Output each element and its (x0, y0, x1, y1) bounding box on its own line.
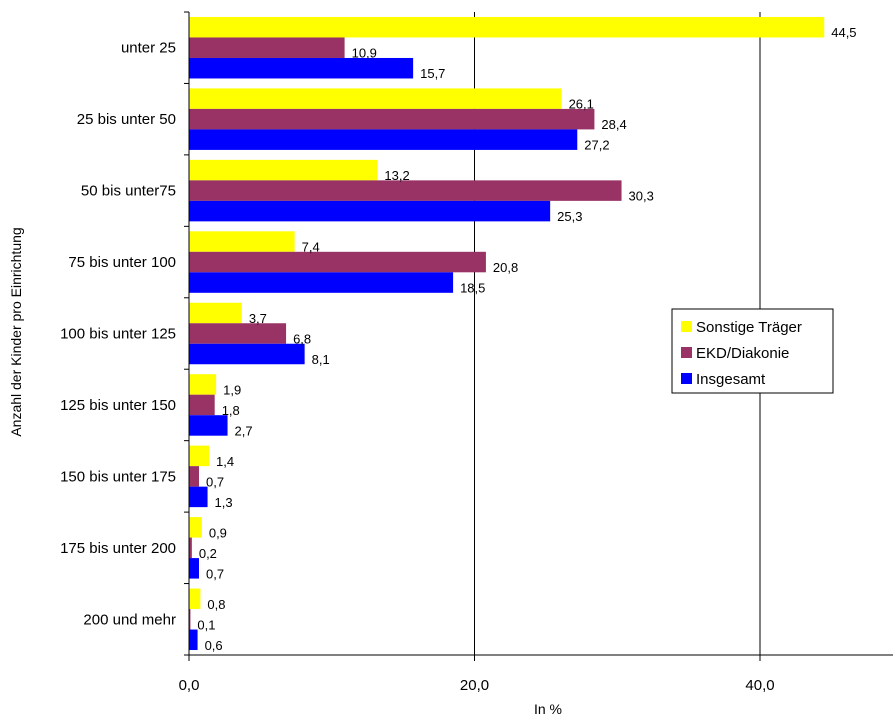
x-tick-labels: 0,0 20,0 40,0 (179, 677, 775, 694)
x-tick-label: 40,0 (745, 677, 774, 694)
bar (189, 200, 551, 222)
data-label: 8,1 (312, 352, 330, 367)
bar (189, 302, 242, 324)
bar (189, 129, 578, 150)
x-tick-label: 20,0 (460, 677, 489, 694)
bar (189, 609, 191, 630)
bar (189, 629, 198, 651)
bar (189, 180, 622, 201)
data-label: 6,8 (293, 332, 311, 347)
x-tick-label: 0,0 (179, 677, 200, 694)
data-label: 0,6 (205, 638, 223, 653)
bar (189, 588, 201, 610)
bar (189, 272, 454, 293)
data-label: 15,7 (420, 66, 445, 81)
bar (189, 88, 562, 109)
data-label: 30,3 (629, 189, 654, 204)
data-label: 28,4 (601, 117, 626, 132)
legend-label: Insgesamt (696, 371, 766, 388)
legend-label: EKD/Diakonie (696, 345, 789, 362)
data-label: 1,8 (222, 403, 240, 418)
bar (189, 343, 305, 365)
data-label: 13,2 (384, 168, 409, 183)
data-label: 0,1 (197, 617, 215, 632)
bar (189, 57, 414, 79)
legend-swatch (681, 347, 692, 358)
data-label: 44,5 (831, 25, 856, 40)
legend-swatch (681, 373, 692, 384)
data-label: 0,7 (206, 566, 224, 581)
y-tick-label: 125 bis unter 150 (60, 397, 176, 414)
legend-label: Sonstige Träger (696, 319, 802, 336)
bar (189, 374, 217, 395)
data-label: 7,4 (302, 240, 320, 255)
bar (189, 323, 287, 344)
y-tick-label: 175 bis unter 200 (60, 540, 176, 557)
y-tick-label: 25 bis unter 50 (77, 111, 176, 128)
bar (189, 517, 202, 538)
axes (184, 11, 893, 661)
bar (189, 231, 295, 252)
bar (189, 394, 215, 416)
data-label: 1,4 (216, 454, 234, 469)
data-label: 26,1 (569, 97, 594, 112)
data-label: 0,7 (206, 474, 224, 489)
y-tick-label: unter 25 (121, 40, 176, 57)
data-label: 25,3 (557, 209, 582, 224)
data-label: 27,2 (584, 138, 609, 153)
data-label: 10,9 (352, 46, 377, 61)
y-tick-labels: unter 25 25 bis unter 50 50 bis unter75 75 … (60, 40, 176, 629)
bar (189, 37, 345, 58)
y-tick-label: 100 bis unter 125 (60, 326, 176, 343)
bar (189, 558, 199, 579)
legend-box (671, 308, 834, 394)
data-label: 0,2 (199, 546, 217, 561)
y-tick-label: 150 bis unter 175 (60, 468, 176, 485)
bar (189, 415, 228, 436)
y-tick-label: 75 bis unter 100 (68, 254, 176, 271)
data-labels: 44,5 10,9 15,7 26,1 28,4 27,2 13,2 30,3 25,3 7,4 2… (197, 25, 856, 653)
data-label: 20,8 (493, 260, 518, 275)
data-label: 0,9 (209, 525, 227, 540)
bar (189, 108, 595, 130)
bars-group (189, 16, 825, 651)
bar (189, 537, 192, 559)
data-label: 3,7 (249, 311, 267, 326)
bar (189, 466, 199, 487)
data-label: 1,9 (223, 382, 241, 397)
y-axis-title: Anzahl der Kinder pro Einrichtung (8, 227, 24, 436)
y-tick-label: 200 und mehr (83, 611, 176, 628)
legend-swatch (681, 321, 692, 332)
bar (189, 445, 209, 467)
bar (189, 16, 825, 38)
y-tick-label: 50 bis unter75 (81, 183, 176, 200)
bar (189, 486, 208, 508)
data-label: 18,5 (460, 281, 485, 296)
legend: Sonstige Träger EKD/Diakonie Insgesamt (671, 308, 834, 394)
data-label: 0,8 (207, 597, 225, 612)
bar (189, 251, 486, 273)
bar (189, 159, 378, 181)
x-axis-title: In % (534, 701, 562, 715)
data-label: 1,3 (215, 495, 233, 510)
data-label: 2,7 (235, 423, 253, 438)
